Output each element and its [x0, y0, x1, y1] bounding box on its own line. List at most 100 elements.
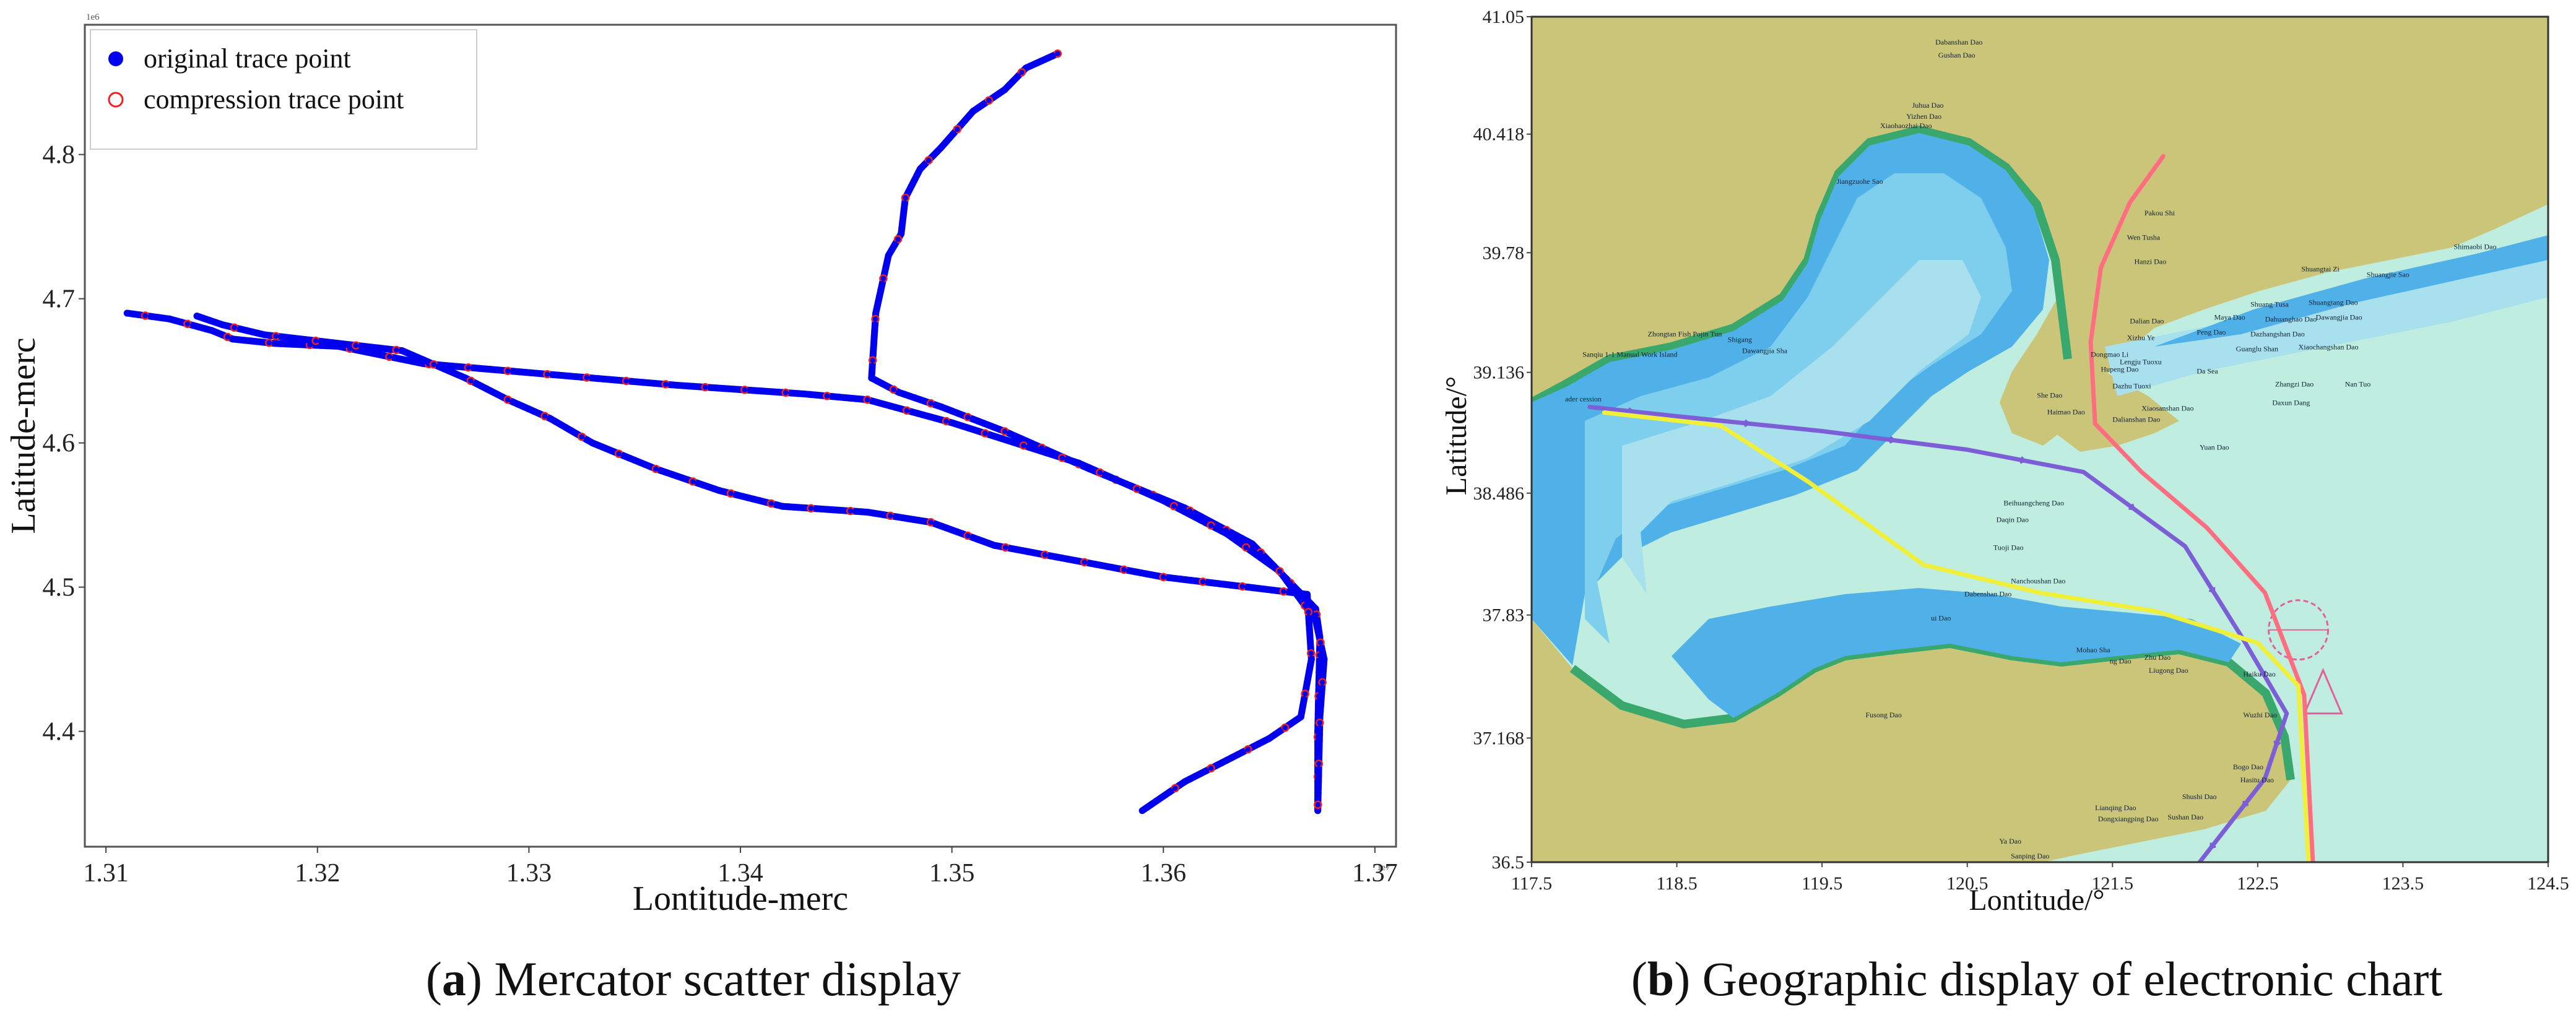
- original-trace-point: [770, 388, 778, 395]
- original-trace-point: [566, 373, 573, 380]
- original-trace-point: [1317, 707, 1324, 715]
- original-trace-point: [869, 509, 877, 517]
- y-tick-label: 4.8: [43, 141, 76, 170]
- original-trace-point: [184, 320, 191, 327]
- compression-trace-point: [1280, 724, 1290, 732]
- original-trace-point: [136, 311, 143, 319]
- original-trace-point: [1092, 561, 1099, 568]
- original-trace-point: [1148, 571, 1156, 579]
- original-trace-point: [900, 206, 908, 214]
- original-trace-point: [1004, 436, 1011, 444]
- original-trace-point: [493, 391, 501, 398]
- map-y-tick-label: 37.83: [1483, 605, 1525, 626]
- original-trace-point: [1143, 804, 1151, 811]
- original-trace-point: [998, 435, 1005, 443]
- original-trace-point: [1316, 713, 1324, 720]
- original-trace-point: [782, 389, 789, 396]
- original-trace-point: [312, 337, 319, 345]
- original-trace-point: [1256, 585, 1264, 592]
- original-trace-point: [1308, 655, 1315, 663]
- original-trace-point: [547, 415, 553, 422]
- original-trace-point: [199, 314, 207, 322]
- place-label: Ya Dao: [1999, 837, 2021, 845]
- original-trace-point: [1306, 620, 1313, 628]
- original-trace-point: [779, 503, 786, 510]
- original-trace-point: [1242, 544, 1250, 551]
- compression-trace-point: [924, 156, 933, 165]
- original-trace-point: [852, 508, 860, 515]
- original-trace-point: [386, 353, 393, 360]
- original-trace-point: [420, 356, 427, 363]
- map-background: Dabanshan Dao Gushan Dao Juhua Dao Yizhen D…: [1532, 17, 2548, 862]
- original-trace-point: [1304, 608, 1312, 616]
- original-trace-point: [1177, 576, 1184, 583]
- original-trace-point: [1176, 505, 1183, 512]
- original-trace-point: [1054, 50, 1061, 58]
- original-trace-point: [1080, 462, 1088, 469]
- original-trace-point: [974, 418, 982, 425]
- original-trace-point: [969, 534, 977, 542]
- original-trace-point: [874, 378, 881, 384]
- original-trace-point: [1255, 740, 1262, 748]
- original-trace-point: [674, 472, 680, 480]
- original-trace-point: [895, 389, 903, 396]
- original-trace-point: [985, 540, 992, 547]
- original-trace-point: [645, 379, 653, 387]
- original-trace-point: [829, 393, 836, 400]
- original-trace-point: [1307, 661, 1314, 668]
- original-trace-point: [628, 378, 636, 385]
- original-trace-point: [219, 321, 226, 329]
- original-trace-point: [1304, 678, 1311, 686]
- original-trace-point: [1207, 764, 1215, 772]
- original-trace-point: [446, 368, 453, 375]
- original-trace-point: [996, 90, 1003, 97]
- original-trace-point: [904, 515, 911, 522]
- legend-label-compression: compression trace point: [144, 84, 404, 115]
- original-trace-point: [965, 425, 972, 431]
- place-label: Maya Dao: [2214, 313, 2245, 321]
- original-trace-point: [969, 415, 977, 423]
- original-trace-point: [1299, 702, 1307, 709]
- original-trace-point: [974, 104, 982, 111]
- original-trace-point: [391, 354, 399, 361]
- original-trace-point: [847, 508, 854, 515]
- original-trace-point: [1012, 433, 1019, 440]
- original-trace-point: [750, 496, 758, 503]
- original-trace-point: [870, 345, 877, 352]
- original-trace-point: [1070, 556, 1077, 564]
- original-trace-point: [701, 384, 709, 391]
- original-trace-point: [552, 418, 559, 425]
- original-trace-point: [626, 454, 633, 462]
- original-trace-point: [891, 241, 898, 248]
- original-trace-point: [347, 341, 354, 348]
- compression-trace-point: [1017, 68, 1026, 77]
- original-trace-point: [662, 469, 670, 476]
- original-trace-point: [408, 358, 415, 365]
- original-trace-point: [880, 400, 888, 408]
- mercator-scatter-panel: 1e6 1e7 1.31 1.32 1.33 1.34 1.35 1.36 1.37 4.4…: [4, 12, 1398, 918]
- original-trace-point: [300, 341, 308, 348]
- original-trace-point: [1314, 801, 1322, 808]
- original-trace-point: [1321, 655, 1328, 663]
- place-label: ng Dao: [2110, 657, 2131, 665]
- original-trace-point: [752, 387, 760, 394]
- original-trace-point: [1267, 561, 1274, 568]
- original-trace-point: [510, 368, 517, 375]
- original-trace-point: [1052, 553, 1060, 561]
- original-trace-point: [991, 542, 998, 549]
- place-label: Gushan Dao: [1938, 51, 1975, 59]
- route-direction-arrow: [1744, 419, 1751, 428]
- place-label: Sanqiu 1-1 Manual Work Island: [1582, 350, 1677, 358]
- caption-b-text: Geographic display of electronic chart: [1690, 952, 2442, 1006]
- original-trace-point: [1031, 446, 1038, 453]
- original-trace-point: [904, 188, 912, 196]
- original-trace-point: [1317, 639, 1324, 646]
- original-trace-point: [1160, 573, 1167, 581]
- place-label: Nanchoushan Dao: [2011, 577, 2065, 586]
- legend-box: [90, 29, 477, 150]
- original-trace-point: [1319, 673, 1327, 680]
- original-trace-point: [1281, 724, 1289, 732]
- caption-b-letter: b: [1647, 952, 1674, 1006]
- original-trace-point: [1315, 784, 1322, 791]
